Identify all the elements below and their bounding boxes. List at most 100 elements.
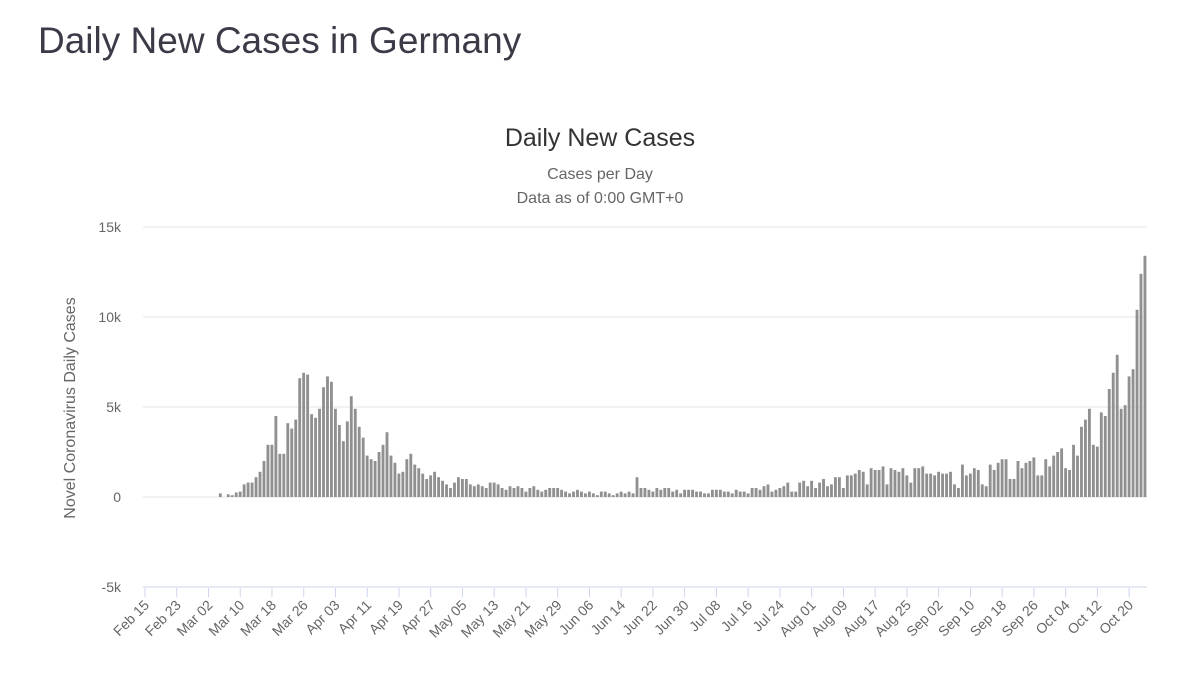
bar (516, 486, 520, 497)
bar (845, 475, 849, 497)
bar (833, 477, 837, 497)
bar (1072, 444, 1075, 497)
bar (1044, 459, 1048, 497)
bar (1135, 309, 1139, 497)
bar (425, 479, 429, 497)
bar (667, 488, 671, 497)
bar (298, 378, 302, 497)
bar (242, 484, 246, 497)
bar (1084, 419, 1087, 497)
bar (1016, 461, 1020, 497)
bar (393, 462, 397, 497)
bar (980, 484, 984, 497)
bar (405, 459, 409, 497)
bar (1012, 479, 1016, 497)
bar (492, 482, 496, 497)
bar (1143, 255, 1147, 497)
bar (615, 493, 619, 497)
bar (766, 484, 770, 497)
bar (611, 495, 615, 497)
bar (445, 484, 448, 497)
bar (333, 408, 337, 497)
bar (790, 491, 794, 497)
bar (599, 491, 603, 497)
bar (536, 489, 540, 497)
bar (774, 489, 778, 497)
bar (778, 488, 782, 497)
chart-title: Daily New Cases (505, 124, 695, 152)
bar (441, 480, 444, 497)
bar (302, 372, 306, 497)
bar (603, 491, 607, 497)
bar (663, 488, 667, 497)
bar (885, 484, 889, 497)
x-tick-label: Jun 30 (651, 597, 692, 638)
bar (278, 453, 282, 497)
bar (710, 489, 714, 497)
y-tick-label: 5k (106, 399, 122, 415)
bar (373, 461, 377, 497)
bar (631, 493, 635, 497)
bar (1008, 479, 1012, 497)
y-axis-label: Novel Coronavirus Daily Cases (62, 297, 79, 518)
bar (306, 374, 310, 497)
bar (449, 488, 452, 497)
bar (595, 495, 599, 497)
bar (472, 486, 476, 497)
bar (889, 468, 893, 497)
bar (417, 468, 421, 497)
bar (695, 491, 698, 497)
bar (1131, 369, 1135, 497)
bar (591, 493, 595, 497)
bar (841, 488, 845, 497)
bar (901, 468, 905, 497)
bar (671, 491, 675, 497)
bar (389, 455, 393, 497)
bar (274, 416, 278, 497)
bar (532, 486, 536, 497)
bar (1032, 457, 1036, 497)
bar (865, 484, 869, 497)
bar (953, 484, 956, 497)
y-tick-label: 15k (98, 219, 122, 235)
bar (552, 488, 556, 497)
bar (290, 428, 294, 497)
bar (881, 466, 885, 497)
bar (857, 470, 861, 497)
bar (730, 493, 734, 497)
bar (814, 488, 818, 497)
bar (520, 488, 524, 497)
bar (893, 470, 897, 497)
bar (770, 491, 774, 497)
bar (968, 473, 972, 497)
bar (837, 477, 841, 497)
bar (381, 444, 385, 497)
bar (1127, 376, 1131, 497)
bar (504, 489, 508, 497)
bar (699, 491, 702, 497)
bar (433, 471, 437, 497)
bar (524, 491, 528, 497)
bar (294, 419, 298, 497)
bar (345, 421, 349, 497)
bar (623, 493, 627, 497)
bar (528, 488, 532, 497)
bar (758, 489, 762, 497)
bar (925, 473, 929, 497)
bar (500, 488, 504, 497)
bar (310, 414, 314, 497)
bar (984, 486, 988, 497)
bar (464, 479, 468, 497)
bar (619, 491, 623, 497)
bar (976, 470, 980, 497)
bar (266, 444, 270, 497)
bar (1020, 468, 1024, 497)
bar (337, 425, 341, 497)
bar (992, 470, 996, 497)
x-tick-label: Apr 11 (335, 597, 375, 637)
y-tick-label: -5k (102, 579, 122, 595)
bar (556, 488, 560, 497)
bar (1068, 470, 1071, 497)
bar (349, 396, 353, 497)
